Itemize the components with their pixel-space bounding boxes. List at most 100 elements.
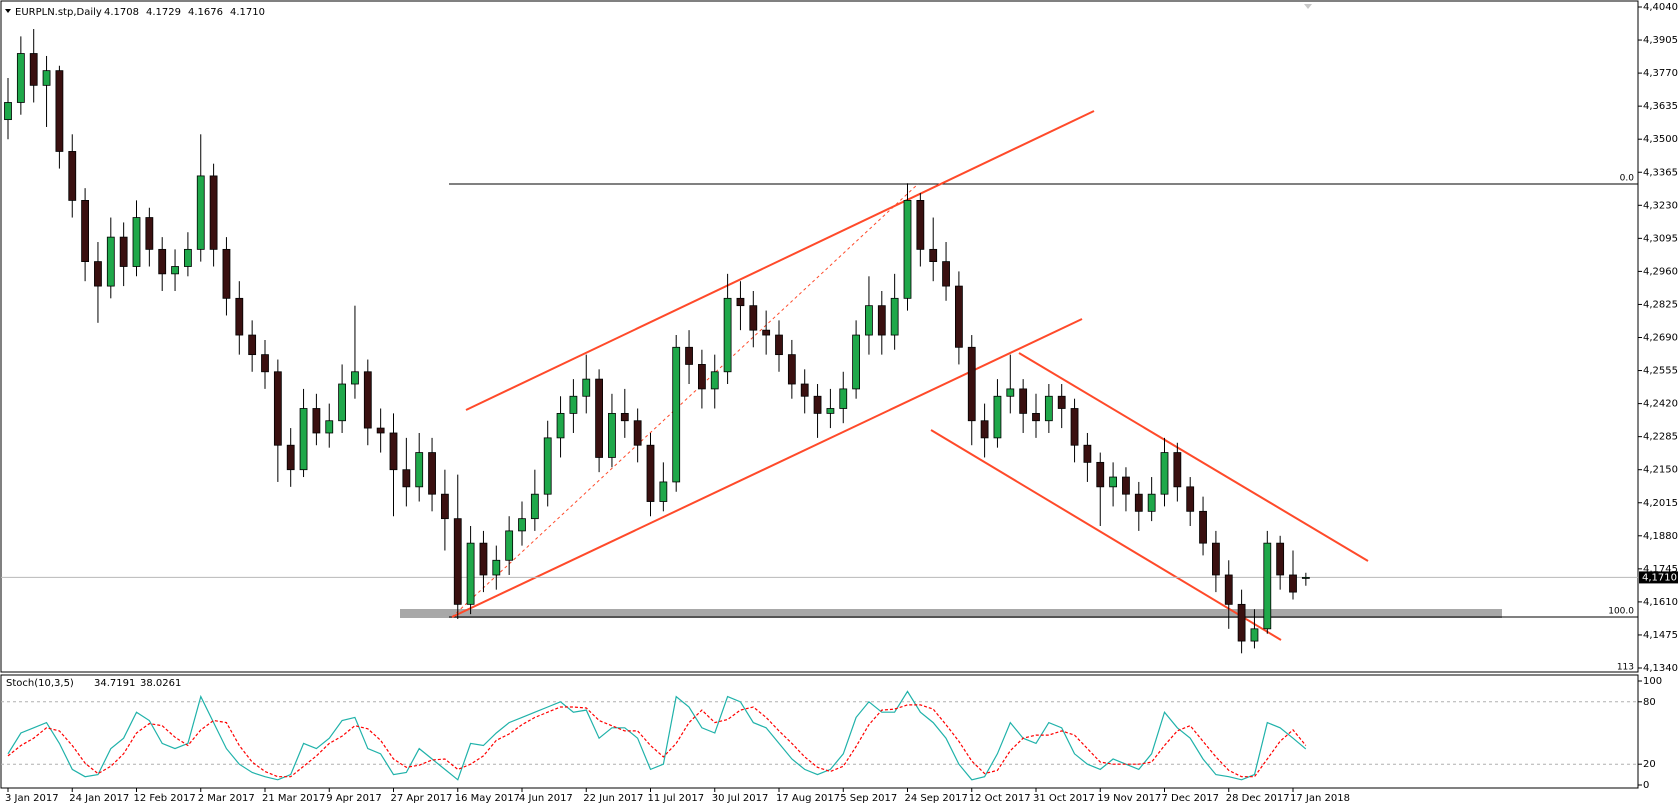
candle-body <box>762 329 771 336</box>
candle-body <box>4 102 12 121</box>
candle-body <box>453 518 462 605</box>
stoch-tick-label: 0 <box>1643 780 1649 791</box>
main-panel <box>0 0 1639 673</box>
candle-body <box>865 305 873 336</box>
x-tick-label: 17 Jan 2018 <box>1290 793 1350 804</box>
x-tick-label: 3 Jan 2017 <box>5 793 59 804</box>
candle-body <box>1263 542 1272 630</box>
x-tick-label: 9 Apr 2017 <box>326 793 381 804</box>
candle-body <box>955 285 963 348</box>
symbol: EURPLN.stp,Daily <box>15 7 102 18</box>
candle-body <box>196 175 205 250</box>
candle-body <box>145 217 154 250</box>
candle-body <box>1186 486 1195 512</box>
candle-body <box>685 346 693 365</box>
candle-body <box>1160 452 1169 495</box>
trend-line <box>1018 352 1369 562</box>
y-tick-label: 4,1880 <box>1643 531 1678 542</box>
x-tick-label: 30 Jul 2017 <box>712 793 769 804</box>
y-tick-label: 4,2690 <box>1643 333 1678 344</box>
fib-label: 113 <box>1617 663 1634 673</box>
candle-body <box>877 305 886 336</box>
candle-body <box>1019 388 1028 414</box>
x-tick-label: 21 Mar 2017 <box>262 793 325 804</box>
candle-body <box>428 452 436 495</box>
candle-body <box>1083 444 1092 463</box>
current-price-box <box>1639 571 1678 584</box>
x-tick-label: 11 Jul 2017 <box>648 793 705 804</box>
candle-body <box>505 530 514 561</box>
candle-body <box>1199 510 1207 544</box>
y-tick-label: 4,2555 <box>1643 366 1678 377</box>
fib-trend <box>451 183 919 618</box>
candle-body <box>1096 461 1105 488</box>
y-tick-label: 4,2825 <box>1643 299 1678 310</box>
candle-body <box>299 408 308 471</box>
candle-body <box>158 248 167 275</box>
candle-body <box>338 383 347 422</box>
candle-body <box>736 297 745 307</box>
candle-body <box>852 334 860 390</box>
ohlc-low: 4.1676 <box>188 7 223 18</box>
candle-body <box>376 427 385 434</box>
scroll-marker <box>1304 4 1312 9</box>
candle-body <box>119 236 128 267</box>
candle-body <box>1122 476 1130 495</box>
x-tick-label: 19 Nov 2017 <box>1097 793 1161 804</box>
trend-line <box>465 110 1095 411</box>
stoch-panel <box>0 674 1639 789</box>
candle-body <box>261 354 269 373</box>
y-tick-label: 4,3230 <box>1643 200 1678 211</box>
candle-body <box>492 559 501 576</box>
candle-body <box>106 236 115 287</box>
candle-body <box>171 266 179 275</box>
y-tick-label: 4,3635 <box>1643 101 1678 112</box>
y-tick-label: 4,3365 <box>1643 167 1678 178</box>
y-tick-label: 4,4040 <box>1643 2 1678 13</box>
candle-body <box>1173 452 1182 488</box>
x-tick-label: 31 Oct 2017 <box>1033 793 1095 804</box>
y-tick-label: 4,2015 <box>1643 498 1678 509</box>
candle-body <box>813 395 822 414</box>
x-tick-label: 2 Mar 2017 <box>198 793 255 804</box>
candle-body <box>183 248 192 267</box>
stoch-main-value: 34.7191 <box>94 678 135 689</box>
candle-body <box>1109 476 1117 488</box>
candle-body <box>1070 408 1079 446</box>
candle-body <box>1032 412 1040 422</box>
candle-body <box>94 261 102 287</box>
menu-arrow <box>5 9 11 13</box>
x-tick-label: 12 Feb 2017 <box>134 793 196 804</box>
candle-body <box>1147 493 1156 512</box>
candle-body <box>222 248 231 299</box>
candle-body <box>68 151 77 201</box>
candle-body <box>942 261 950 287</box>
ohlc-close: 4.1710 <box>230 7 265 18</box>
x-tick-label: 27 Apr 2017 <box>391 793 453 804</box>
candle-body <box>749 305 758 331</box>
candle-body <box>800 383 809 397</box>
trend-line <box>451 318 1083 618</box>
y-tick-label: 4,2285 <box>1643 432 1678 443</box>
y-tick-label: 4,3500 <box>1643 134 1678 145</box>
x-tick-label: 17 Aug 2017 <box>776 793 840 804</box>
candle-body <box>312 408 321 434</box>
x-tick-label: 4 Jun 2017 <box>519 793 573 804</box>
candle-body <box>132 217 141 267</box>
candle-body <box>479 542 488 576</box>
stoch-line <box>7 704 1307 778</box>
ohlc-high: 4.1729 <box>146 7 181 18</box>
candle-body <box>826 408 835 414</box>
candle-body <box>363 371 372 429</box>
candle-body <box>81 200 89 263</box>
candle-body <box>1237 603 1246 642</box>
candle-body <box>1212 542 1220 576</box>
candle-body <box>16 53 25 103</box>
candle-body <box>569 395 578 414</box>
candle-body <box>402 469 411 488</box>
candle-body <box>787 354 796 385</box>
fib-label: 0.0 <box>1620 174 1635 184</box>
stoch-title: Stoch(10,3,5) <box>6 678 74 689</box>
candle-body <box>903 200 912 299</box>
